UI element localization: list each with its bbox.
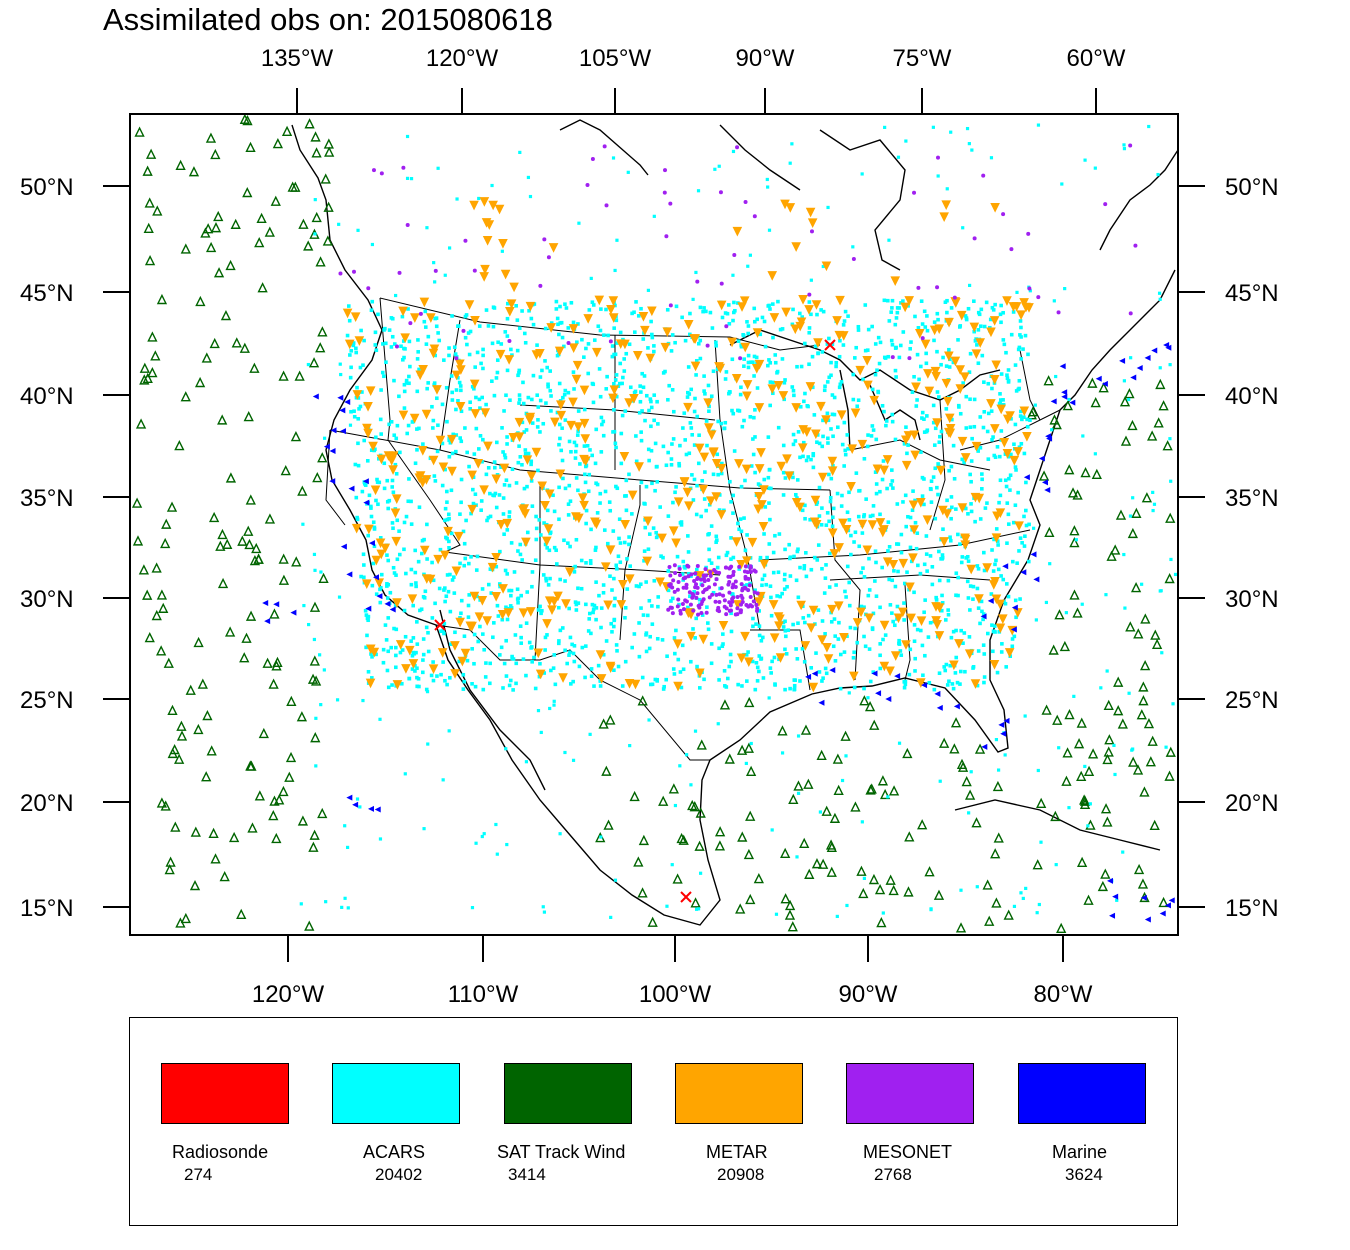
top-tick-label: 105°W: [579, 45, 652, 72]
lat-label-right: 45°N: [1225, 280, 1279, 307]
legend-count: 20402: [375, 1165, 423, 1184]
lat-label-right: 50°N: [1225, 174, 1279, 201]
legend-count: 2768: [874, 1165, 912, 1184]
legend-label: Radiosonde: [172, 1142, 269, 1162]
legend-count: 20908: [717, 1165, 765, 1184]
lat-label-right: 35°N: [1225, 485, 1279, 512]
top-tick-label: 90°W: [736, 45, 795, 72]
legend-label: METAR: [706, 1142, 768, 1162]
legend-label: SAT Track Wind: [497, 1142, 626, 1162]
lat-label-right: 15°N: [1225, 895, 1279, 922]
lat-label-right: 40°N: [1225, 383, 1279, 410]
lat-label-left: 20°N: [20, 790, 74, 817]
legend-count: 3624: [1065, 1165, 1103, 1184]
top-tick-label: 60°W: [1067, 45, 1126, 72]
legend-label: ACARS: [363, 1142, 426, 1162]
lat-label-left: 40°N: [20, 383, 74, 410]
lat-label-left: 45°N: [20, 280, 74, 307]
lat-label-right: 25°N: [1225, 687, 1279, 714]
top-tick-label: 120°W: [426, 45, 499, 72]
bottom-tick-label: 100°W: [639, 981, 712, 1008]
bottom-tick-label: 90°W: [839, 981, 898, 1008]
legend-label: MESONET: [863, 1142, 953, 1162]
legend-swatch-acars: [332, 1063, 460, 1124]
map-frame: [129, 113, 1179, 936]
legend-swatch-marine: [1018, 1063, 1146, 1124]
lat-label-left: 30°N: [20, 586, 74, 613]
bottom-tick-label: 80°W: [1034, 981, 1093, 1008]
top-axis: [296, 88, 1097, 114]
lat-label-left: 25°N: [20, 687, 74, 714]
lat-label-left: 50°N: [20, 174, 74, 201]
observation-map: 135°W 120°W 105°W 90°W 75°W 60°W 120°W 1…: [20, 45, 1279, 1008]
bottom-axis: [287, 935, 1064, 962]
observation-points: [131, 114, 1178, 933]
top-tick-label: 75°W: [893, 45, 952, 72]
legend-count: 274: [184, 1165, 213, 1184]
lat-label-right: 30°N: [1225, 586, 1279, 613]
bottom-tick-label: 110°W: [448, 981, 519, 1008]
legend-swatch-sat-track-wind: [504, 1063, 632, 1124]
legend-swatch-radiosonde: [161, 1063, 289, 1124]
lat-label-left: 35°N: [20, 485, 74, 512]
lat-label-right: 20°N: [1225, 790, 1279, 817]
legend-swatch-mesonet: [846, 1063, 974, 1124]
legend-label: Marine: [1052, 1142, 1108, 1162]
lat-ticks: [103, 185, 1205, 908]
lat-label-left: 15°N: [20, 895, 74, 922]
map-title: Assimilated obs on: 2015080618: [103, 2, 553, 37]
legend: Radiosonde ACARS SAT Track Wind METAR ME…: [129, 1017, 1178, 1226]
bottom-tick-label: 120°W: [252, 981, 325, 1008]
legend-swatch-metar: [675, 1063, 803, 1124]
top-tick-label: 135°W: [261, 45, 334, 72]
legend-count: 3414: [508, 1165, 546, 1184]
